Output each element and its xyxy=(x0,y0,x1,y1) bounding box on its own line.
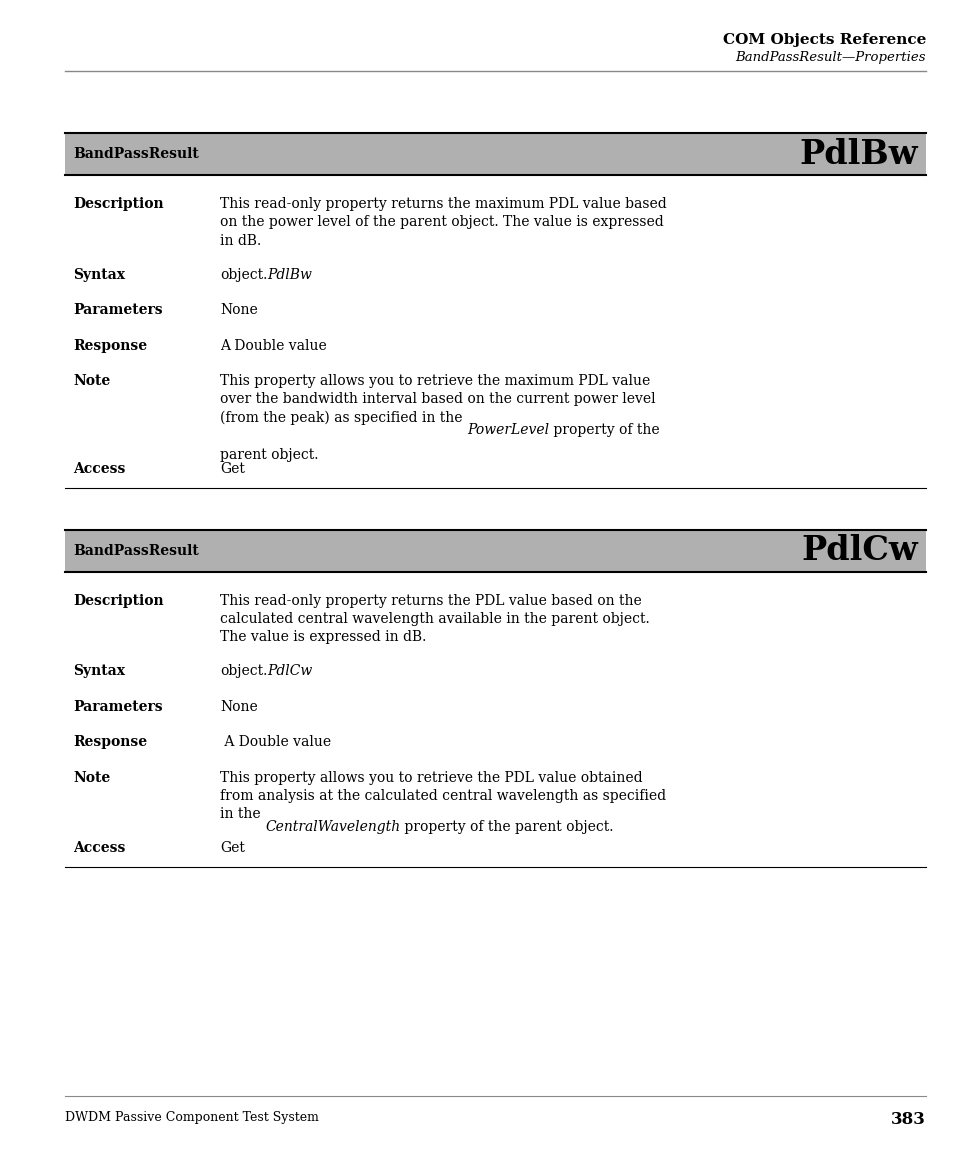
Text: Get: Get xyxy=(220,462,245,476)
Text: Response: Response xyxy=(73,338,147,352)
Text: PdlBw: PdlBw xyxy=(799,138,917,170)
Text: Syntax: Syntax xyxy=(73,268,125,282)
Text: BandPassResult: BandPassResult xyxy=(73,147,198,161)
Text: property of the parent object.: property of the parent object. xyxy=(399,819,613,833)
Text: None: None xyxy=(220,700,257,714)
Text: PdlCw: PdlCw xyxy=(267,664,313,678)
Text: PdlBw: PdlBw xyxy=(267,268,312,282)
Text: Access: Access xyxy=(73,462,125,476)
Text: object.: object. xyxy=(220,664,267,678)
Text: Get: Get xyxy=(220,841,245,855)
Text: property of the: property of the xyxy=(548,423,659,437)
Text: PowerLevel: PowerLevel xyxy=(466,423,548,437)
Text: Parameters: Parameters xyxy=(73,302,162,318)
Text: BandPassResult—Properties: BandPassResult—Properties xyxy=(735,51,925,64)
Text: A Double value: A Double value xyxy=(220,338,327,352)
Text: Parameters: Parameters xyxy=(73,700,162,714)
Text: PdlCw: PdlCw xyxy=(801,534,917,567)
Text: DWDM Passive Component Test System: DWDM Passive Component Test System xyxy=(65,1111,318,1124)
Text: Access: Access xyxy=(73,841,125,855)
Text: object.: object. xyxy=(220,268,267,282)
Text: Note: Note xyxy=(73,374,111,388)
Text: Description: Description xyxy=(73,593,164,607)
Text: COM Objects Reference: COM Objects Reference xyxy=(721,32,925,48)
Text: parent object.: parent object. xyxy=(220,447,318,461)
Text: Description: Description xyxy=(73,197,164,211)
Text: Response: Response xyxy=(73,735,147,749)
Bar xyxy=(65,133,925,175)
Text: This property allows you to retrieve the maximum PDL value
over the bandwidth in: This property allows you to retrieve the… xyxy=(220,374,655,425)
Text: None: None xyxy=(220,302,257,318)
Text: CentralWavelength: CentralWavelength xyxy=(265,819,399,833)
Text: Note: Note xyxy=(73,771,111,785)
Text: This read-only property returns the maximum PDL value based
on the power level o: This read-only property returns the maxi… xyxy=(220,197,666,248)
Text: BandPassResult: BandPassResult xyxy=(73,544,198,557)
Text: Syntax: Syntax xyxy=(73,664,125,678)
Text: 383: 383 xyxy=(890,1111,925,1128)
Text: This property allows you to retrieve the PDL value obtained
from analysis at the: This property allows you to retrieve the… xyxy=(220,771,665,822)
Text: A Double value: A Double value xyxy=(220,735,331,749)
Bar xyxy=(65,530,925,571)
Text: This read-only property returns the PDL value based on the
calculated central wa: This read-only property returns the PDL … xyxy=(220,593,649,644)
